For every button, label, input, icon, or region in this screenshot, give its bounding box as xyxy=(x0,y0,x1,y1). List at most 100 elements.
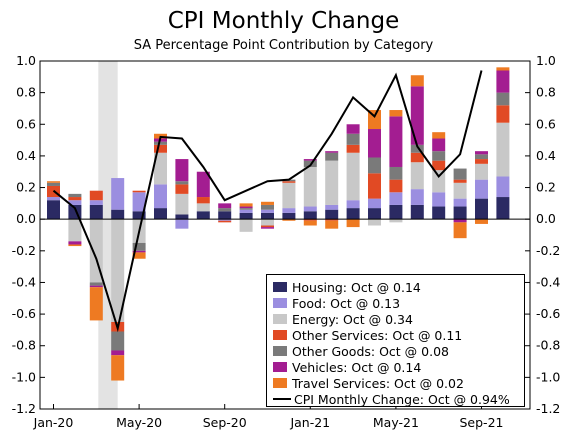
bar-housing-jul-21 xyxy=(432,206,446,220)
cpi-line xyxy=(52,70,483,333)
bar-other-goods-jun-20 xyxy=(154,141,167,145)
bar-energy-mar-21 xyxy=(346,152,360,201)
bar-food-apr-20 xyxy=(111,178,125,210)
bar-food-oct-20 xyxy=(239,209,253,213)
bar-other-services-dec-20 xyxy=(282,181,296,183)
y-tick-label-right: 0.2 xyxy=(536,180,556,195)
y-tick-label-left: -0.6 xyxy=(12,306,36,321)
y-tick-label-left: 0.4 xyxy=(16,148,36,163)
bar-vehicles-jul-21 xyxy=(432,138,446,152)
legend-label: Vehicles: Oct @ 0.14 xyxy=(292,359,422,375)
y-tick-label-right: 0.4 xyxy=(536,148,556,163)
y-tick-label-left: 0.0 xyxy=(16,211,36,226)
bar-energy-jan-21 xyxy=(303,166,317,207)
legend-item: Vehicles: Oct @ 0.14 xyxy=(273,359,524,375)
bar-other-services-mar-21 xyxy=(346,144,360,153)
bar-energy-aug-20 xyxy=(196,203,210,212)
legend-swatch xyxy=(273,314,287,324)
bar-energy-nov-20 xyxy=(261,219,274,226)
legend-label: Travel Services: Oct @ 0.02 xyxy=(292,375,464,391)
bar-other-services-feb-21 xyxy=(325,219,339,221)
bar-vehicles-oct-20 xyxy=(239,206,253,209)
bar-food-jul-20 xyxy=(175,219,189,229)
bar-other-services-aug-21 xyxy=(453,179,467,183)
bar-travel-services-mar-21 xyxy=(346,219,360,228)
y-tick-label-left: -0.2 xyxy=(12,243,36,258)
bar-energy-aug-21 xyxy=(453,182,467,199)
bar-vehicles-aug-21 xyxy=(453,219,467,223)
y-tick-label-left: -0.4 xyxy=(12,274,36,289)
bar-other-goods-may-20 xyxy=(132,242,146,251)
bar-other-goods-jul-21 xyxy=(432,151,446,161)
bar-vehicles-feb-20 xyxy=(68,241,82,245)
bar-energy-oct-20 xyxy=(239,219,253,232)
bar-vehicles-apr-21 xyxy=(368,129,381,158)
bar-food-jun-21 xyxy=(410,189,424,205)
bar-other-services-jul-20 xyxy=(175,184,189,194)
bar-travel-services-apr-20 xyxy=(111,355,125,381)
legend-item: Housing: Oct @ 0.14 xyxy=(273,279,524,295)
bar-food-dec-20 xyxy=(282,208,296,213)
bar-other-services-apr-21 xyxy=(368,173,381,199)
bar-food-oct-21 xyxy=(496,176,510,198)
bar-housing-apr-20 xyxy=(111,209,125,220)
bar-other-goods-jan-20 xyxy=(47,182,60,186)
y-tick-label-right: -1.2 xyxy=(536,401,560,416)
x-tick-label: Sep-21 xyxy=(460,415,504,430)
bar-food-apr-21 xyxy=(368,198,381,209)
bar-other-services-may-21 xyxy=(389,179,403,193)
bar-energy-feb-20 xyxy=(68,219,82,242)
bar-housing-mar-20 xyxy=(89,204,103,220)
bar-other-goods-jun-21 xyxy=(410,144,424,153)
bar-housing-may-20 xyxy=(132,211,146,220)
bar-energy-apr-21 xyxy=(368,219,381,226)
bar-travel-services-oct-20 xyxy=(239,203,253,207)
bar-other-goods-feb-21 xyxy=(325,152,339,161)
y-tick-label-right: -0.6 xyxy=(536,306,560,321)
bar-other-goods-jul-20 xyxy=(175,181,189,185)
bar-vehicles-nov-20 xyxy=(261,227,274,229)
bar-energy-jun-21 xyxy=(410,162,424,190)
bar-other-goods-feb-20 xyxy=(68,193,82,198)
bar-vehicles-may-21 xyxy=(389,116,403,167)
bar-other-goods-sep-21 xyxy=(475,154,488,160)
bar-energy-feb-21 xyxy=(325,160,339,205)
y-tick-label-left: -1.2 xyxy=(12,401,36,416)
bar-energy-jul-20 xyxy=(175,193,189,215)
bar-food-jan-20 xyxy=(47,197,60,201)
bar-travel-services-may-20 xyxy=(132,252,146,259)
x-tick-label: Jan-21 xyxy=(289,415,330,430)
bar-energy-sep-21 xyxy=(475,163,488,180)
bar-housing-jun-20 xyxy=(154,208,167,220)
bar-other-services-sep-20 xyxy=(218,220,232,223)
bar-food-nov-20 xyxy=(261,209,274,213)
bar-vehicles-apr-20 xyxy=(111,350,125,356)
legend-swatch xyxy=(273,282,287,292)
bar-housing-sep-21 xyxy=(475,198,488,220)
chart-subtitle: SA Percentage Point Contribution by Cate… xyxy=(133,38,434,53)
legend-item: CPI Monthly Change: Oct @ 0.94% xyxy=(273,391,524,407)
y-tick-label-right: -0.8 xyxy=(536,338,560,353)
bar-travel-services-nov-20 xyxy=(261,201,274,205)
bar-housing-apr-21 xyxy=(368,208,381,220)
bar-food-mar-21 xyxy=(346,200,360,209)
y-tick-label-left: -0.8 xyxy=(12,338,36,353)
bar-other-goods-aug-21 xyxy=(453,168,467,180)
bar-food-sep-21 xyxy=(475,179,488,199)
legend-label: Energy: Oct @ 0.34 xyxy=(292,311,413,327)
bar-travel-services-mar-20 xyxy=(89,287,103,321)
legend-line-swatch xyxy=(273,398,291,400)
bar-other-goods-apr-21 xyxy=(368,157,381,174)
bar-food-jun-20 xyxy=(154,184,167,209)
bar-housing-sep-20 xyxy=(218,211,232,220)
bar-food-jul-21 xyxy=(432,192,446,207)
bar-travel-services-dec-20 xyxy=(282,219,296,221)
y-tick-label-right: 0.6 xyxy=(536,116,556,131)
bar-travel-services-jul-21 xyxy=(432,132,446,139)
bar-energy-oct-21 xyxy=(496,122,510,177)
bar-travel-services-jan-21 xyxy=(303,220,317,226)
legend-item: Other Goods: Oct @ 0.08 xyxy=(273,343,524,359)
bar-other-goods-sep-20 xyxy=(218,208,232,212)
x-tick-label: Sep-20 xyxy=(203,415,247,430)
chart-legend: Housing: Oct @ 0.14 Food: Oct @ 0.13 Energ… xyxy=(266,274,525,407)
